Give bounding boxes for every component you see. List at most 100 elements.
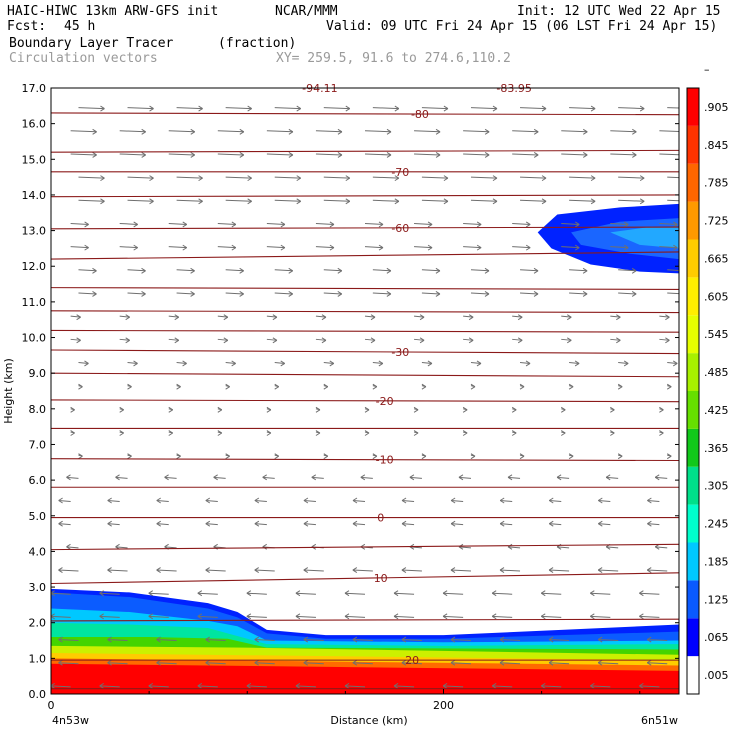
y-tick-label: 6.0 [29,474,47,487]
colorbar-swatch [687,315,699,354]
circulation-vector [107,636,128,643]
circulation-vector [205,520,218,527]
circulation-vector [556,474,570,481]
circulation-vector [561,221,580,228]
circulation-vector [499,636,521,643]
circulation-vector [470,105,498,112]
circulation-vector [323,360,335,367]
colorbar-swatch [687,88,699,126]
colorbar-swatch [687,428,699,467]
circulation-vector [78,198,105,205]
circulation-vector [168,406,174,413]
contour-label: 20 [405,654,419,667]
circulation-vector [274,175,301,182]
circulation-vector [364,128,392,135]
circulation-vector [569,198,596,205]
circulation-vector [246,590,267,597]
circulation-vector [491,613,513,620]
circulation-vector [156,497,169,504]
circulation-vector [323,453,329,460]
circulation-vector [344,682,366,689]
circulation-vector [217,128,245,135]
circulation-vector [315,128,343,135]
circulation-vector [463,244,482,251]
colorbar-swatch [687,391,699,429]
circulation-vector [462,406,468,413]
circulation-vector [569,291,588,297]
colorbar-label: .245 [704,518,729,531]
circulation-vector [659,337,670,344]
circulation-vector [364,152,392,158]
circulation-vector [421,105,449,112]
contour-label: -20 [376,395,394,408]
colorbar-label: .305 [704,480,729,493]
circulation-vector [409,474,422,481]
circulation-vector [421,383,427,390]
circulation-vector [372,453,378,460]
circulation-vector [569,175,596,182]
circulation-vector [568,453,574,460]
vector-field-name: Circulation vectors [9,51,158,66]
circulation-vector [610,221,629,228]
circulation-vector [561,314,572,321]
circulation-vector [266,406,272,413]
colorbar-swatch [687,618,699,657]
circulation-vector [315,406,321,413]
circulation-vector [70,152,97,158]
circulation-vector [148,590,169,597]
circulation-vector [176,175,203,182]
circulation-vector [315,244,335,251]
circulation-vector [491,590,513,597]
contour-label: -80 [411,108,429,121]
circulation-vector [119,430,124,436]
x-axis: 0 200 [48,689,641,712]
circulation-vector [156,636,177,643]
circulation-vector [618,291,637,297]
circulation-vector [70,406,75,413]
circulation-vector [463,152,490,158]
circulation-vector [470,291,490,297]
circulation-vector [421,198,449,205]
circulation-vector [372,105,400,112]
circulation-vector [266,314,278,321]
circulation-vector [372,175,400,182]
circulation-vector [70,314,81,321]
circulation-vector [372,267,392,274]
circulation-vector [217,406,223,413]
circulation-vector [213,474,226,481]
circulation-vector [364,244,384,251]
y-tick-label: 14.0 [22,189,47,202]
circulation-vector [590,613,611,620]
circulation-vector [315,337,327,344]
circulation-vector [548,567,570,573]
circulation-vector [266,221,286,228]
y-tick-label: 12.0 [22,260,47,273]
circulation-vector [205,497,218,504]
circulation-vector [127,175,154,182]
circulation-vector [561,152,588,158]
colorbar-label: .905 [704,101,729,114]
circulation-vector [127,453,132,460]
circulation-vector [569,360,580,367]
circulation-vector [450,636,471,643]
circulation-vector [315,314,327,321]
circulation-vector [217,337,229,344]
circulation-vector [372,198,400,205]
circulation-vector [659,244,678,251]
circulation-vector [295,682,316,689]
y-tick-label: 0.0 [29,688,47,701]
circulation-vector [618,360,629,367]
circulation-vector [262,474,275,481]
circulation-vector [119,314,130,321]
colorbar-label: .545 [704,328,729,341]
circulation-vector [414,221,433,228]
forecast-label: Fcst: [7,19,47,34]
y-tick-label: 10.0 [22,332,47,345]
circulation-vector [639,590,660,597]
circulation-vector [610,337,621,344]
circulation-vector [274,105,301,112]
circulation-vector [667,176,679,179]
circulation-vector [610,128,637,135]
circulation-vector [254,636,275,643]
circulation-vector [667,292,679,295]
